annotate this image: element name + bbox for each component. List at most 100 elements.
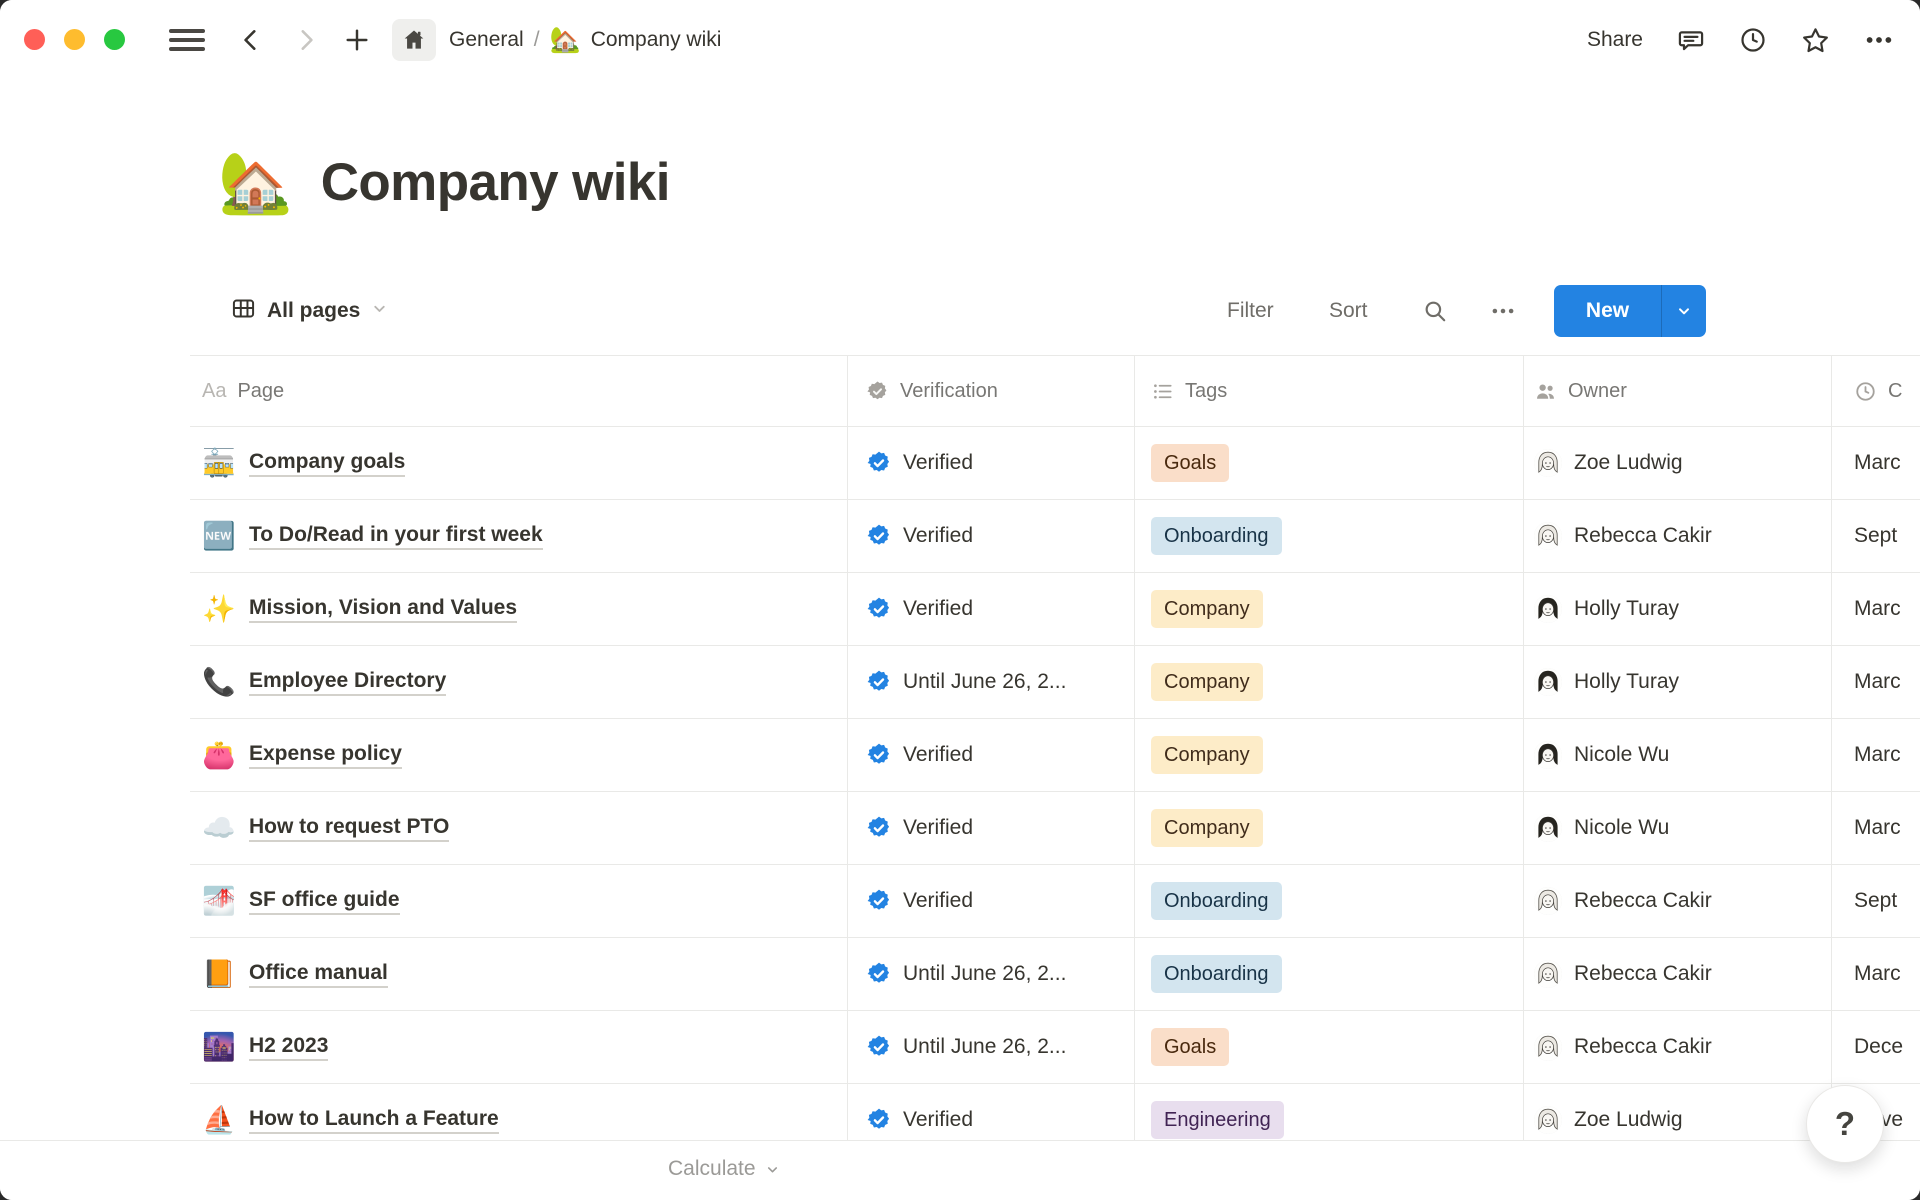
tags-cell[interactable]: Onboarding <box>1135 500 1524 572</box>
owner-cell[interactable]: Nicole Wu <box>1524 719 1832 791</box>
tag-pill[interactable]: Goals <box>1151 444 1230 482</box>
new-button[interactable]: New <box>1554 285 1706 337</box>
page-cell[interactable]: 🌁 SF office guide <box>190 865 848 937</box>
owner-cell[interactable]: Zoe Ludwig <box>1524 1084 1832 1140</box>
verification-cell[interactable]: Verified <box>848 792 1135 864</box>
owner-cell[interactable]: Rebecca Cakir <box>1524 500 1832 572</box>
table-row[interactable]: 🚋 Company goals Verified Goals Zoe Ludwi… <box>190 427 1920 500</box>
page-cell[interactable]: 🌆 H2 2023 <box>190 1011 848 1083</box>
home-icon[interactable] <box>392 19 436 61</box>
page-cell[interactable]: 👛 Expense policy <box>190 719 848 791</box>
page-title-link[interactable]: Expense policy <box>249 742 402 769</box>
new-button-dropdown-icon[interactable] <box>1661 285 1706 337</box>
breadcrumb-root-link[interactable]: General <box>449 28 524 51</box>
verification-cell[interactable]: Verified <box>848 865 1135 937</box>
created-cell[interactable]: Marc <box>1832 792 1920 864</box>
page-title-link[interactable]: Employee Directory <box>249 669 447 696</box>
tag-pill[interactable]: Company <box>1151 663 1263 701</box>
page-cell[interactable]: ☁️ How to request PTO <box>190 792 848 864</box>
created-cell[interactable]: Marc <box>1832 573 1920 645</box>
table-row[interactable]: ✨ Mission, Vision and Values Verified Co… <box>190 573 1920 646</box>
help-button[interactable]: ? <box>1806 1085 1884 1163</box>
calculate-button[interactable]: Calculate <box>668 1141 780 1197</box>
page-title-link[interactable]: How to Launch a Feature <box>249 1107 499 1134</box>
tags-cell[interactable]: Company <box>1135 792 1524 864</box>
page-title[interactable]: Company wiki <box>320 153 671 212</box>
page-title-link[interactable]: Mission, Vision and Values <box>249 596 518 623</box>
owner-cell[interactable]: Holly Turay <box>1524 573 1832 645</box>
tags-cell[interactable]: Engineering <box>1135 1084 1524 1140</box>
column-header-owner[interactable]: Owner <box>1524 356 1832 426</box>
view-switcher[interactable]: All pages <box>231 282 388 340</box>
new-button-label[interactable]: New <box>1585 299 1630 322</box>
tags-cell[interactable]: Onboarding <box>1135 938 1524 1010</box>
created-cell[interactable]: Sept <box>1832 500 1920 572</box>
verification-cell[interactable]: Verified <box>848 1084 1135 1140</box>
table-row[interactable]: 🌆 H2 2023 Until June 26, 2... Goals Rebe… <box>190 1011 1920 1084</box>
zoom-window-button[interactable] <box>104 29 125 50</box>
column-header-page[interactable]: Aa Page <box>190 356 848 426</box>
tag-pill[interactable]: Company <box>1151 809 1263 847</box>
table-row[interactable]: 🆕 To Do/Read in your first week Verified… <box>190 500 1920 573</box>
view-options-icon[interactable] <box>1479 291 1527 331</box>
page-title-link[interactable]: Office manual <box>249 961 388 988</box>
created-cell[interactable]: Dece <box>1832 1011 1920 1083</box>
page-title-link[interactable]: To Do/Read in your first week <box>249 523 543 550</box>
tag-pill[interactable]: Onboarding <box>1151 517 1282 555</box>
table-row[interactable]: ⛵ How to Launch a Feature Verified Engin… <box>190 1084 1920 1140</box>
tags-cell[interactable]: Goals <box>1135 1011 1524 1083</box>
table-row[interactable]: 📙 Office manual Until June 26, 2... Onbo… <box>190 938 1920 1011</box>
tag-pill[interactable]: Onboarding <box>1151 955 1282 993</box>
owner-cell[interactable]: Nicole Wu <box>1524 792 1832 864</box>
table-row[interactable]: 🌁 SF office guide Verified Onboarding Re… <box>190 865 1920 938</box>
tag-pill[interactable]: Company <box>1151 736 1263 774</box>
page-cell[interactable]: 📞 Employee Directory <box>190 646 848 718</box>
verification-cell[interactable]: Until June 26, 2... <box>848 1011 1135 1083</box>
tags-cell[interactable]: Company <box>1135 646 1524 718</box>
column-header-created[interactable]: C <box>1832 356 1920 426</box>
updates-clock-icon[interactable] <box>1739 26 1767 54</box>
created-cell[interactable]: Marc <box>1832 646 1920 718</box>
page-title-link[interactable]: How to request PTO <box>249 815 450 842</box>
tags-cell[interactable]: Onboarding <box>1135 865 1524 937</box>
owner-cell[interactable]: Rebecca Cakir <box>1524 938 1832 1010</box>
verification-cell[interactable]: Verified <box>848 427 1135 499</box>
page-title-link[interactable]: SF office guide <box>249 888 400 915</box>
table-row[interactable]: 👛 Expense policy Verified Company Nicole… <box>190 719 1920 792</box>
tag-pill[interactable]: Onboarding <box>1151 882 1282 920</box>
filter-button[interactable]: Filter <box>1227 282 1274 340</box>
back-icon[interactable] <box>236 25 266 55</box>
search-icon[interactable] <box>1415 291 1455 331</box>
favorite-star-icon[interactable] <box>1801 26 1830 55</box>
tags-cell[interactable]: Company <box>1135 719 1524 791</box>
verification-cell[interactable]: Until June 26, 2... <box>848 646 1135 718</box>
created-cell[interactable]: Marc <box>1832 427 1920 499</box>
page-cell[interactable]: 📙 Office manual <box>190 938 848 1010</box>
page-cell[interactable]: 🚋 Company goals <box>190 427 848 499</box>
share-button[interactable]: Share <box>1586 28 1643 51</box>
page-cell[interactable]: 🆕 To Do/Read in your first week <box>190 500 848 572</box>
page-title-link[interactable]: Company goals <box>249 450 406 477</box>
verification-cell[interactable]: Until June 26, 2... <box>848 938 1135 1010</box>
verification-cell[interactable]: Verified <box>848 573 1135 645</box>
owner-cell[interactable]: Holly Turay <box>1524 646 1832 718</box>
page-cell[interactable]: ✨ Mission, Vision and Values <box>190 573 848 645</box>
created-cell[interactable]: Marc <box>1832 938 1920 1010</box>
column-header-verification[interactable]: Verification <box>848 356 1135 426</box>
table-row[interactable]: ☁️ How to request PTO Verified Company N… <box>190 792 1920 865</box>
owner-cell[interactable]: Zoe Ludwig <box>1524 427 1832 499</box>
tag-pill[interactable]: Engineering <box>1151 1101 1284 1139</box>
tags-cell[interactable]: Company <box>1135 573 1524 645</box>
sort-button[interactable]: Sort <box>1329 282 1368 340</box>
new-page-plus-icon[interactable] <box>342 25 372 55</box>
verification-cell[interactable]: Verified <box>848 500 1135 572</box>
verification-cell[interactable]: Verified <box>848 719 1135 791</box>
comments-icon[interactable] <box>1677 26 1705 54</box>
created-cell[interactable]: Marc <box>1832 719 1920 791</box>
created-cell[interactable]: Sept <box>1832 865 1920 937</box>
tags-cell[interactable]: Goals <box>1135 427 1524 499</box>
table-row[interactable]: 📞 Employee Directory Until June 26, 2...… <box>190 646 1920 719</box>
breadcrumb-page-link[interactable]: Company wiki <box>590 28 722 51</box>
tag-pill[interactable]: Company <box>1151 590 1263 628</box>
minimize-window-button[interactable] <box>64 29 85 50</box>
